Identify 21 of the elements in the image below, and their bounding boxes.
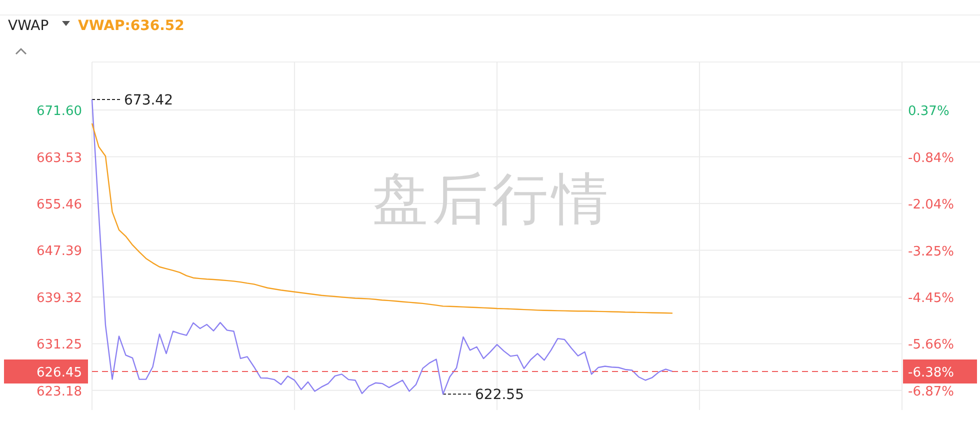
ref-line-label: 626.45 xyxy=(36,365,82,380)
y-tick-label: 639.32 xyxy=(36,290,82,306)
text: -6.38% xyxy=(908,365,954,380)
y-tick-label: 631.25 xyxy=(36,338,82,353)
y-tick-label: 671.60 xyxy=(36,104,82,120)
y2-tick-label: -4.45% xyxy=(908,290,954,306)
y2-tick-label: -2.04% xyxy=(908,197,954,212)
y-tick-label: 647.39 xyxy=(36,244,82,260)
y-tick-label: 663.53 xyxy=(36,150,82,166)
chart-title: VWAP xyxy=(8,18,49,34)
y2-tick-label: -3.25% xyxy=(908,244,954,260)
y2-tick-label: -6.87% xyxy=(908,384,954,400)
annotation: 673.42 xyxy=(124,92,173,109)
y2-tick-label: 0.37% xyxy=(908,104,950,120)
line-series xyxy=(91,122,674,314)
annotation: 622.55 xyxy=(475,387,524,404)
y2-tick-label: -5.66% xyxy=(908,338,954,353)
y-tick-label: 623.18 xyxy=(36,384,82,400)
text: VWAP:636.52 xyxy=(78,18,184,34)
y-tick-label: 655.46 xyxy=(36,198,82,213)
y2-tick-label: -0.84% xyxy=(908,150,954,166)
